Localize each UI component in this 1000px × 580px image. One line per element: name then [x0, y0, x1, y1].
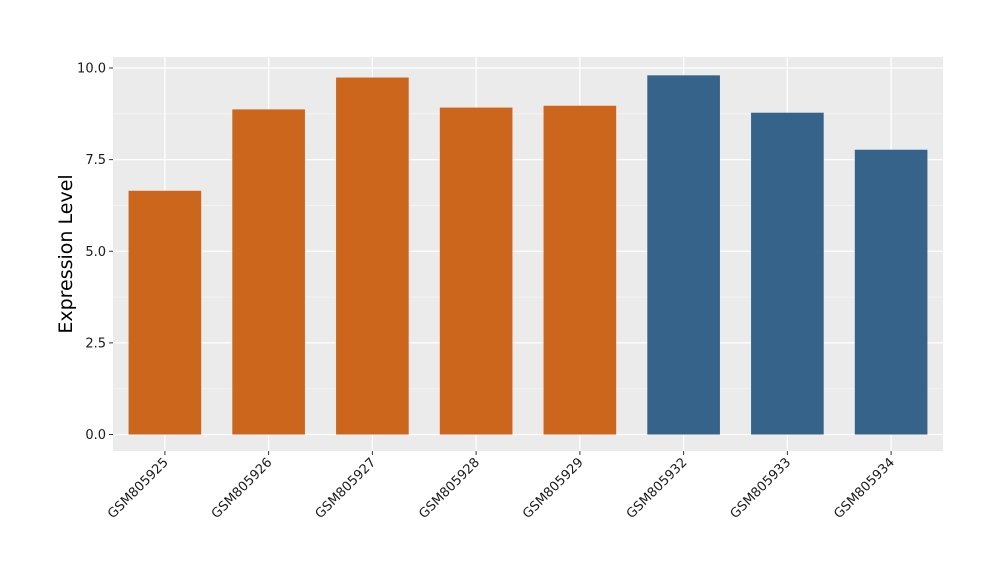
bar-GSM805932	[647, 75, 720, 435]
bar-GSM805925	[128, 190, 202, 435]
x-tick-label: GSM805933	[728, 455, 795, 522]
bar-GSM805933	[751, 112, 824, 435]
y-tick-label: 7.5	[85, 153, 106, 168]
bar-GSM805926	[232, 109, 305, 435]
y-tick-label: 2.5	[85, 336, 106, 351]
y-tick-label: 10.0	[77, 61, 106, 76]
y-tick-label: 5.0	[85, 245, 106, 260]
bar-GSM805927	[336, 77, 409, 435]
x-tick-label: GSM805929	[520, 455, 587, 522]
bar-GSM805934	[854, 149, 928, 435]
bar-GSM805928	[439, 107, 513, 435]
x-axis: GSM805925 GSM805926 GSM805927 GSM805928 GSM8…	[105, 451, 898, 522]
bars	[128, 75, 928, 435]
y-axis-title: Expression Level	[55, 174, 77, 333]
y-tick-label: 0.0	[85, 428, 106, 443]
x-tick-label: GSM805932	[624, 455, 691, 522]
x-tick-label: GSM805925	[105, 455, 172, 522]
x-tick-label: GSM805927	[313, 455, 380, 522]
bar-GSM805929	[543, 105, 617, 435]
x-tick-label: GSM805926	[209, 455, 276, 522]
x-tick-label: GSM805934	[831, 455, 898, 522]
x-tick-label: GSM805928	[416, 455, 483, 522]
y-axis: 0.0 2.5 5.0 7.5 10.0	[77, 61, 113, 443]
